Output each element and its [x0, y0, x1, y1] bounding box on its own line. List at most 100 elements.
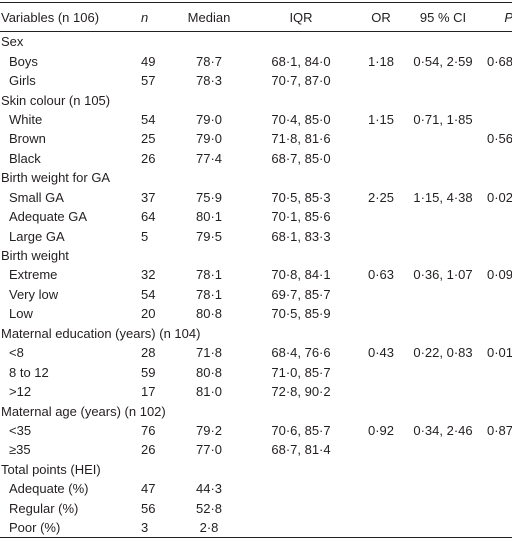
cell: 81·0: [195, 384, 223, 400]
cell: 75·9: [195, 189, 223, 205]
table-header: Variables (n 106) n Median IQR OR 95 % CI P: [0, 2, 512, 32]
cell: 79·5: [195, 228, 223, 244]
table-row: Total points (HEI): [0, 460, 512, 479]
cell: [485, 518, 512, 538]
cell: 68·1, 84·0: [271, 53, 331, 69]
table-row: Birth weight: [0, 246, 512, 265]
cell: [401, 129, 485, 148]
column-header: P: [485, 3, 512, 32]
row-label: White: [9, 111, 43, 127]
cell: 78·1: [195, 267, 223, 283]
cell: [361, 479, 401, 498]
cell: 71·0, 85·7: [271, 364, 331, 380]
cell: 70·4, 85·0: [271, 111, 331, 127]
cell: 64: [141, 209, 156, 225]
cell: 70·6, 85·7: [271, 422, 331, 438]
cell: 0·87: [486, 422, 512, 438]
table-row: Sex: [0, 32, 512, 52]
cell: 70·5, 85·9: [271, 306, 331, 322]
cell: [361, 362, 401, 381]
cell: 1·15, 4·38: [413, 189, 473, 205]
cell: [241, 499, 361, 518]
cell: 17: [141, 384, 156, 400]
table-row: Poor (%) 3 2·8: [0, 518, 512, 538]
cell: 77·0: [195, 442, 223, 458]
column-header: 95 % CI: [419, 9, 467, 25]
cell: [401, 149, 485, 168]
cell: 0·02: [486, 189, 512, 205]
table-row: Birth weight for GA: [0, 168, 512, 187]
cell: 76: [141, 422, 156, 438]
table-row: Very low 54 78·1 69·7, 85·7: [0, 285, 512, 304]
table-row: Adequate (%) 47 44·3: [0, 479, 512, 498]
cell: [361, 382, 401, 401]
cell: 52·8: [195, 500, 223, 516]
cell: [485, 71, 512, 90]
cell: [485, 382, 512, 401]
header-row: Variables (n 106) n Median IQR OR 95 % CI P: [0, 2, 512, 32]
cell: 56: [141, 500, 156, 516]
table-row: White 54 79·0 70·4, 85·0 1·15 0·71, 1·85: [0, 110, 512, 129]
cell: 20: [141, 306, 156, 322]
cell: 80·1: [195, 209, 223, 225]
cell: 68·4, 76·6: [271, 345, 331, 361]
cell: 2·8: [199, 520, 219, 536]
column-header: n: [141, 9, 149, 25]
cell: 78·1: [195, 286, 223, 302]
cell: [485, 110, 512, 129]
group-label: Skin colour (n 105): [1, 92, 111, 108]
cell: 54: [141, 286, 156, 302]
cell: 70·1, 85·6: [271, 209, 331, 225]
cell: [361, 285, 401, 304]
cell: 0·09: [486, 267, 512, 283]
table-row: Black 26 77·4 68·7, 85·0: [0, 149, 512, 168]
cell: 0·34, 2·46: [413, 422, 473, 438]
cell: 1·18: [367, 53, 395, 69]
cell: [485, 149, 512, 168]
table-row: Brown 25 79·0 71·8, 81·6 0·56: [0, 129, 512, 148]
cell: [485, 440, 512, 459]
cell: [401, 71, 485, 90]
cell: 79·0: [195, 131, 223, 147]
cell: [485, 479, 512, 498]
cell: 54: [141, 111, 156, 127]
row-label: Very low: [9, 286, 59, 302]
cell: 57: [141, 73, 156, 89]
column-header: Variables (n 106): [1, 9, 100, 25]
row-label: Girls: [9, 73, 36, 89]
row-label: Extreme: [9, 267, 58, 283]
cell: 0·71, 1·85: [413, 111, 473, 127]
cell: 3: [141, 520, 149, 536]
cell: 80·8: [195, 306, 223, 322]
cell: [361, 149, 401, 168]
cell: 0·22, 0·83: [413, 345, 473, 361]
cell: 26: [141, 150, 156, 166]
cell: 72·8, 90·2: [271, 384, 331, 400]
cell: [485, 285, 512, 304]
cell: [361, 440, 401, 459]
table-row: Extreme 32 78·1 70·8, 84·1 0·63 0·36, 1·07 0·0…: [0, 265, 512, 284]
row-label: >12: [9, 384, 32, 400]
cell: [485, 362, 512, 381]
cell: 78·7: [195, 53, 223, 69]
table-body: Sex Boys 49 78·7 68·1, 84·0 1·18 0·54, 2·59 0·6…: [0, 32, 512, 538]
row-label: Brown: [9, 131, 46, 147]
group-label: Birth weight for GA: [1, 170, 111, 186]
cell: [361, 518, 401, 538]
cell: 32: [141, 267, 156, 283]
cell: 0·01: [486, 345, 512, 361]
cell: 0·92: [367, 422, 395, 438]
row-label: <8: [9, 345, 24, 361]
group-label: Maternal age (years) (n 102): [1, 403, 166, 419]
row-label: 8 to 12: [9, 364, 49, 380]
cell: [485, 304, 512, 323]
row-label: Small GA: [9, 189, 64, 205]
cell: [361, 71, 401, 90]
cell: 70·7, 87·0: [271, 73, 331, 89]
cell: 0·36, 1·07: [413, 267, 473, 283]
cell: [401, 226, 485, 245]
table-row: 8 to 12 59 80·8 71·0, 85·7: [0, 362, 512, 381]
cell: 25: [141, 131, 156, 147]
cell: 68·7, 85·0: [271, 150, 331, 166]
